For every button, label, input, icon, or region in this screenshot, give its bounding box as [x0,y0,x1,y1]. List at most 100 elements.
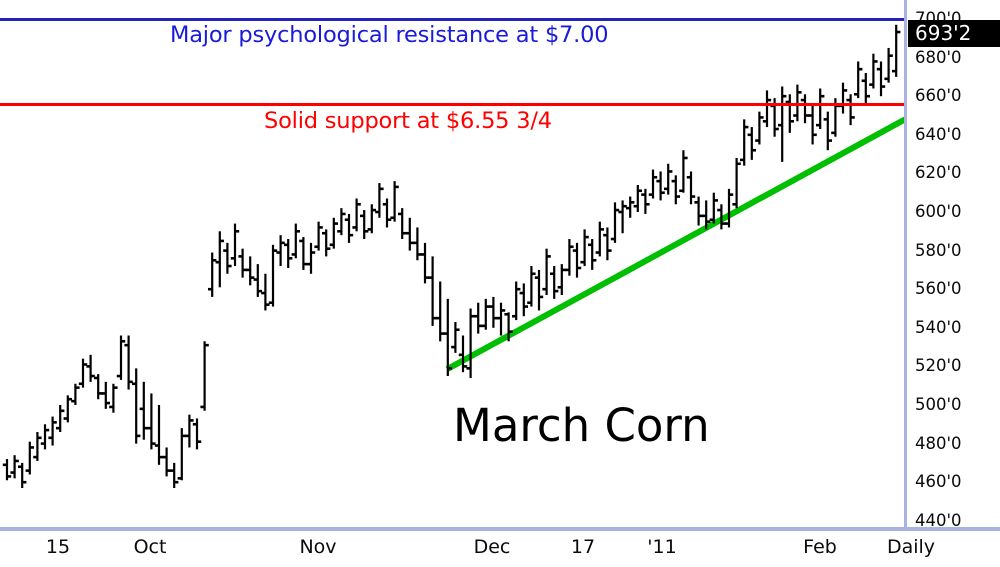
price-tick-label: 660'0 [915,86,962,106]
time-tick-label: 15 [45,536,71,558]
ohlc-bar [268,244,278,307]
ohlc-bar [192,418,202,450]
price-tick-label: 640'0 [915,124,962,144]
ohlc-bar [808,103,817,145]
ohlc-bar [382,198,392,228]
ohlc-bar [132,368,141,444]
ohlc-bar [10,455,19,479]
ohlc-bar [170,462,179,488]
ohlc-bar [892,24,901,77]
price-tick-label: 680'0 [915,47,962,67]
ohlc-bar [238,248,247,278]
ohlc-bar [466,308,475,378]
ohlc-bar [724,188,734,228]
ohlc-bar [694,196,703,226]
ohlc-bar [299,237,308,270]
ohlc-bar [474,302,483,334]
ohlc-bar [489,296,498,328]
ohlc-bar [861,73,870,106]
ohlc-bar [838,82,848,114]
ohlc-bar [557,264,566,295]
ohlc-bar [344,213,354,243]
ohlc-bar [762,90,772,128]
ohlc-bar [504,312,513,342]
price-tick-label: 600'0 [915,202,962,221]
resistance-annotation: Major psychological resistance at $7.00 [170,22,609,48]
ohlc-bar [656,171,665,201]
ohlc-bar [451,322,460,353]
ohlc-bar [732,157,741,209]
ohlc-bar [276,235,285,267]
ohlc-bar [86,354,95,382]
ohlc-bars-canvas [2,24,905,488]
last-price-badge: 693'2 [908,20,1000,47]
price-tick-label: 440'0 [915,510,962,528]
ohlc-bar [25,441,34,475]
ohlc-bar [322,229,331,257]
ohlc-bar [337,208,346,236]
ohlc-bar [63,395,72,423]
ohlc-bar [215,231,224,288]
ohlc-bar [671,175,680,205]
time-tick-label: 17 [570,536,596,558]
price-tick-label: 460'0 [915,472,962,492]
ohlc-bar [785,94,794,133]
ohlc-bar [846,94,855,126]
ohlc-bar [261,273,270,311]
ohlc-bar [109,383,118,413]
ohlc-bar [101,381,110,409]
ohlc-bar [420,242,430,284]
ohlc-bar [641,188,650,214]
ohlc-bar [154,405,164,465]
time-tick-label: '11 [647,536,677,558]
time-tick-label: Dec [473,536,511,558]
ohlc-bar [71,383,80,405]
ohlc-bar [200,341,209,411]
ohlc-bar [534,269,544,311]
ohlc-bar [18,462,27,488]
ohlc-bar [519,283,528,317]
ohlc-bar [618,200,627,234]
ohlc-bar [314,221,323,251]
ohlc-bar [610,202,620,243]
ohlc-bar [527,266,536,307]
ohlc-bar [405,217,414,251]
ohlc-bar [78,358,88,388]
ohlc-bar [230,223,240,267]
ohlc-bar [33,432,42,461]
ohlc-bar [709,192,718,224]
price-tick-label: 620'0 [915,163,962,183]
ohlc-bar [572,242,582,278]
ohlc-bar [253,264,262,297]
ohlc-bar [755,111,764,145]
ohlc-bar [223,242,232,274]
time-axis: 15 Oct Nov Dec 17 '11 Feb Daily [0,531,1000,567]
price-plot-area: Major psychological resistance at $7.00 … [0,17,905,488]
ohlc-bar [854,61,863,99]
ohlc-bar [580,229,589,267]
ohlc-bar [2,459,12,481]
ohlc-bar [367,204,376,234]
instrument-title: March Corn [453,399,710,452]
ohlc-bar [116,335,126,380]
ohlc-bar [565,239,574,276]
ohlc-bar [869,53,878,89]
ohlc-bar [679,150,688,193]
ohlc-bar [147,393,156,450]
ohlc-bar [648,169,658,199]
ohlc-bar [139,381,148,440]
ohlc-bar [284,239,293,268]
price-tick-label: 540'0 [915,317,962,337]
price-tick-label: 580'0 [915,240,962,260]
ohlc-bar [185,414,194,448]
ohlc-bar [778,86,787,162]
ohlc-bar [352,198,361,232]
ohlc-bar [496,302,506,336]
ohlc-bar [876,61,886,97]
ohlc-bar [162,447,171,477]
ohlc-bar [246,256,255,286]
ohlc-bar [884,47,893,83]
ohlc-bar [436,281,445,342]
ohlc-bar [664,163,673,195]
ohlc-bar [40,424,50,450]
